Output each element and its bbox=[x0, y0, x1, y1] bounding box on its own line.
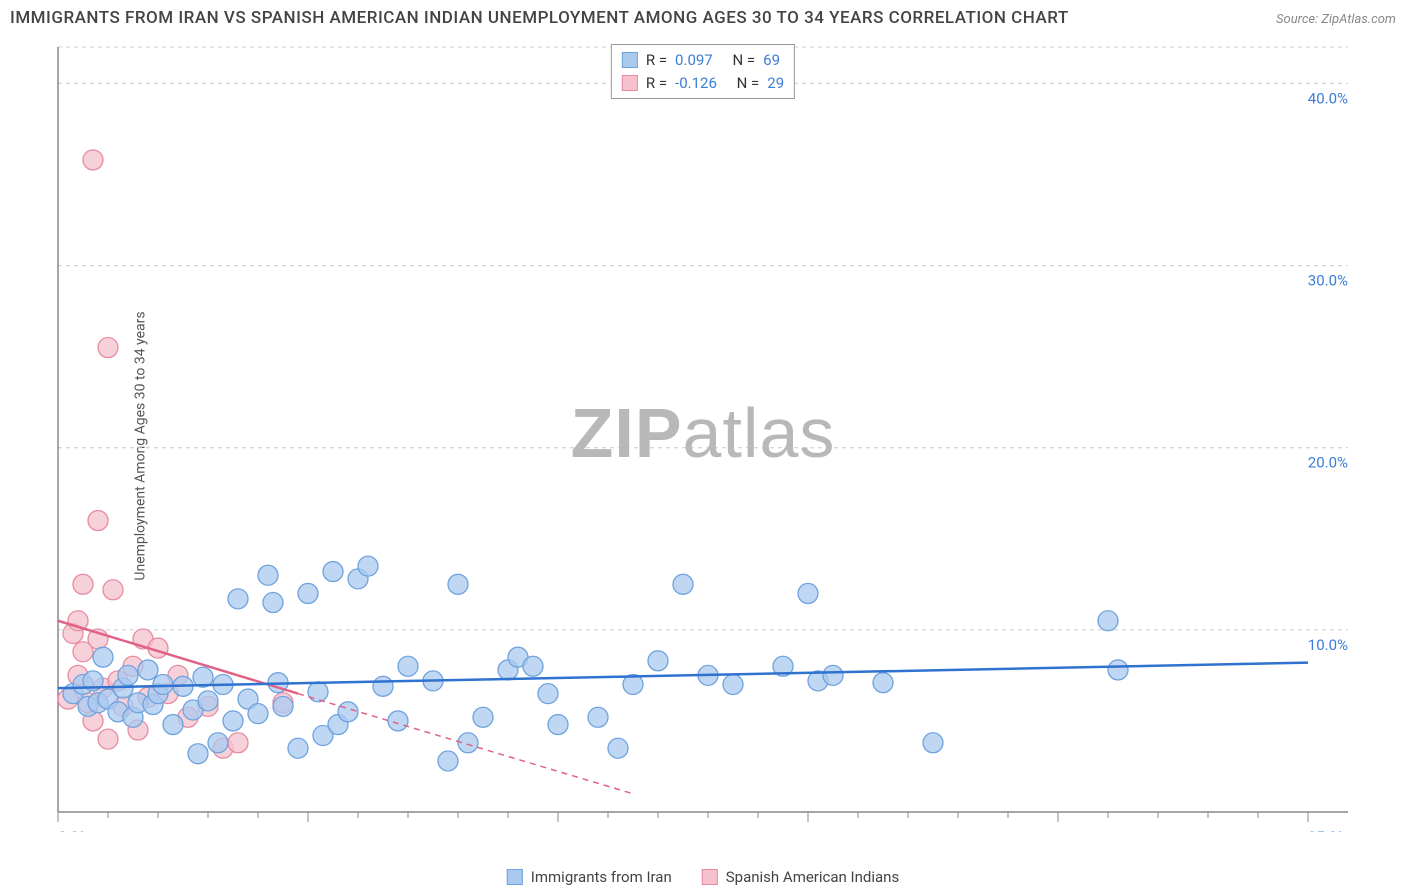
stats-box: R = 0.097 N = 69 R = -0.126 N = 29 bbox=[611, 44, 795, 99]
legend-label-1: Spanish American Indians bbox=[726, 868, 899, 886]
svg-text:30.0%: 30.0% bbox=[1308, 272, 1348, 290]
svg-text:25.0%: 25.0% bbox=[1308, 828, 1348, 832]
stat-r-value-1: -0.126 bbox=[675, 72, 717, 95]
swatch-series-0 bbox=[622, 52, 638, 68]
plot-area: ZIPatlas R = 0.097 N = 69 R = -0.126 N =… bbox=[48, 42, 1358, 832]
chart-title: IMMIGRANTS FROM IRAN VS SPANISH AMERICAN… bbox=[10, 8, 1069, 28]
stat-r-label-0: R = bbox=[646, 49, 667, 72]
scatter-chart: 10.0% 20.0% 30.0% 40.0% 0.0% 25.0% bbox=[48, 42, 1358, 832]
legend-swatch-0 bbox=[507, 869, 523, 885]
stat-r-value-0: 0.097 bbox=[675, 49, 713, 72]
svg-text:0.0%: 0.0% bbox=[58, 828, 90, 832]
svg-text:20.0%: 20.0% bbox=[1308, 454, 1348, 472]
legend-item-1: Spanish American Indians bbox=[702, 868, 899, 886]
stat-n-value-0: 69 bbox=[763, 49, 780, 72]
stat-n-value-1: 29 bbox=[767, 72, 784, 95]
title-bar: IMMIGRANTS FROM IRAN VS SPANISH AMERICAN… bbox=[10, 8, 1396, 28]
svg-text:10.0%: 10.0% bbox=[1308, 636, 1348, 654]
legend-item-0: Immigrants from Iran bbox=[507, 868, 672, 886]
legend-label-0: Immigrants from Iran bbox=[531, 868, 672, 886]
swatch-series-1 bbox=[622, 75, 638, 91]
stat-r-label-1: R = bbox=[646, 72, 667, 95]
legend-swatch-1 bbox=[702, 869, 718, 885]
stats-row-0: R = 0.097 N = 69 bbox=[622, 49, 784, 72]
svg-text:40.0%: 40.0% bbox=[1308, 89, 1348, 107]
stat-n-label-0: N = bbox=[732, 49, 755, 72]
stats-row-1: R = -0.126 N = 29 bbox=[622, 72, 784, 95]
source-label: Source: ZipAtlas.com bbox=[1276, 12, 1396, 27]
stat-n-label-1: N = bbox=[737, 72, 760, 95]
bottom-legend: Immigrants from Iran Spanish American In… bbox=[507, 868, 899, 886]
